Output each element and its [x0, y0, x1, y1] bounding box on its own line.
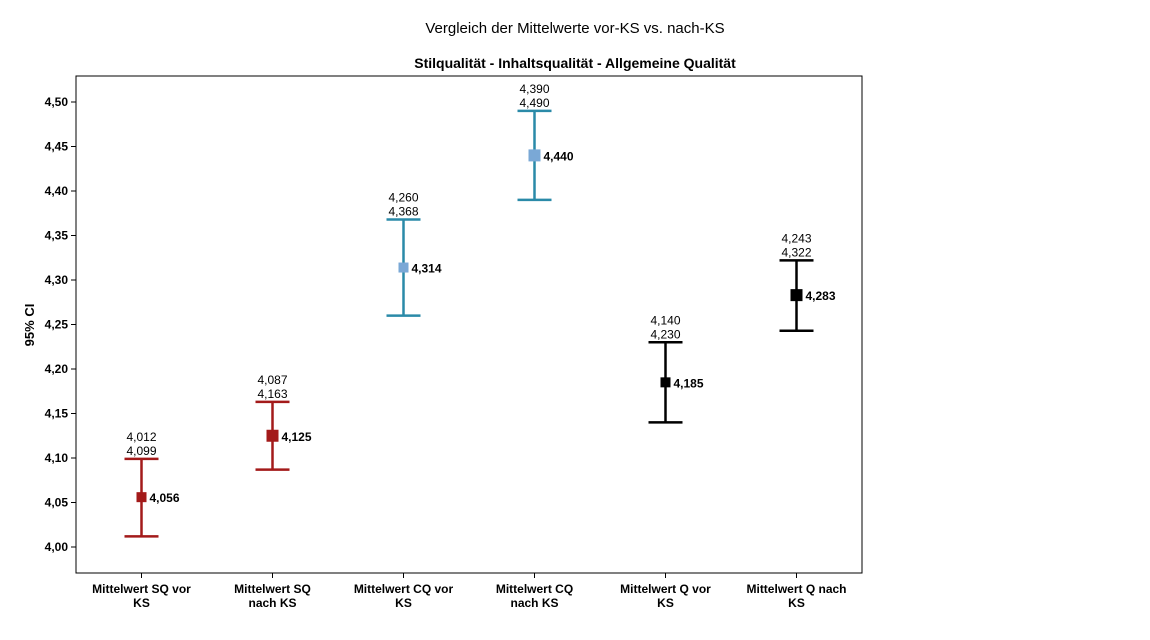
ci-upper-label: 4,163 — [257, 387, 287, 401]
mean-value-label: 4,283 — [806, 289, 836, 303]
ci-lower-label: 4,390 — [519, 82, 549, 96]
mean-marker — [136, 492, 147, 503]
x-tick-label: KS — [133, 596, 150, 610]
y-tick-label: 4,35 — [45, 229, 69, 243]
x-tick-label: nach KS — [248, 596, 296, 610]
ci-upper-label: 4,322 — [781, 245, 811, 259]
ci-lower-label: 4,012 — [126, 430, 156, 444]
chart-subtitle: Stilqualität - Inhaltsqualität - Allgeme… — [414, 55, 736, 71]
mean-marker — [660, 377, 671, 388]
y-tick-label: 4,50 — [45, 95, 69, 109]
mean-marker — [528, 149, 541, 162]
ci-lower-label: 4,140 — [650, 313, 680, 327]
y-tick-label: 4,30 — [45, 273, 69, 287]
x-tick-label: Mittelwert CQ — [496, 582, 573, 596]
ci-lower-label: 4,260 — [388, 190, 418, 204]
y-axis-label: 95% CI — [22, 304, 37, 347]
y-tick-label: 4,15 — [45, 407, 69, 421]
ci-lower-label: 4,243 — [781, 231, 811, 245]
ci-upper-label: 4,230 — [650, 327, 680, 341]
y-tick-label: 4,10 — [45, 451, 69, 465]
x-tick-label: KS — [395, 596, 412, 610]
mean-marker — [790, 289, 803, 302]
x-tick-label: KS — [788, 596, 805, 610]
y-tick-label: 4,00 — [45, 540, 69, 554]
mean-marker — [398, 262, 409, 273]
chart-title: Vergleich der Mittelwerte vor-KS vs. nac… — [425, 20, 724, 37]
plot-frame — [75, 75, 863, 574]
x-tick-label: nach KS — [510, 596, 558, 610]
y-tick-label: 4,25 — [45, 318, 69, 332]
ci-lower-label: 4,087 — [257, 373, 287, 387]
mean-marker — [266, 429, 279, 442]
chart-marks: 4,00 4,05 4,10 4,15 4,20 4,25 4,30 4,35 4,40 4,45… — [45, 82, 847, 610]
ci-upper-label: 4,490 — [519, 96, 549, 110]
x-tick-label: Mittelwert Q vor — [620, 582, 711, 596]
mean-value-label: 4,185 — [674, 376, 704, 390]
x-tick-label: Mittelwert SQ — [234, 582, 311, 596]
x-tick-label: Mittelwert CQ vor — [354, 582, 454, 596]
x-tick-label: Mittelwert SQ vor — [92, 582, 191, 596]
y-tick-label: 4,05 — [45, 496, 69, 510]
mean-value-label: 4,056 — [150, 491, 180, 505]
x-tick-label: Mittelwert Q nach — [746, 582, 846, 596]
ci-upper-label: 4,368 — [388, 204, 418, 218]
y-tick-label: 4,20 — [45, 362, 69, 376]
ci-upper-label: 4,099 — [126, 444, 156, 458]
mean-value-label: 4,314 — [412, 262, 442, 276]
mean-value-label: 4,440 — [544, 149, 574, 163]
y-tick-label: 4,40 — [45, 184, 69, 198]
y-tick-label: 4,45 — [45, 140, 69, 154]
x-tick-label: KS — [657, 596, 674, 610]
mean-value-label: 4,125 — [282, 430, 312, 444]
